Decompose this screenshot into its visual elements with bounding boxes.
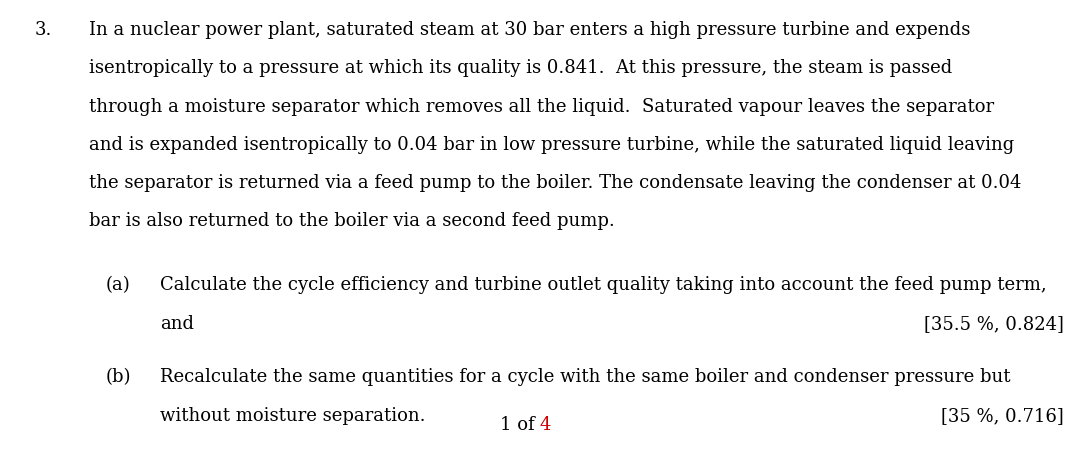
- Text: Recalculate the same quantities for a cycle with the same boiler and condenser p: Recalculate the same quantities for a cy…: [160, 368, 1011, 386]
- Text: 3.: 3.: [35, 21, 52, 39]
- Text: without moisture separation.: without moisture separation.: [160, 407, 426, 425]
- Text: and is expanded isentropically to 0.04 bar in low pressure turbine, while the sa: and is expanded isentropically to 0.04 b…: [89, 136, 1014, 154]
- Text: the separator is returned via a feed pump to the boiler. The condensate leaving : the separator is returned via a feed pum…: [89, 174, 1021, 192]
- Text: In a nuclear power plant, saturated steam at 30 bar enters a high pressure turbi: In a nuclear power plant, saturated stea…: [89, 21, 970, 39]
- Text: through a moisture separator which removes all the liquid.  Saturated vapour lea: through a moisture separator which remov…: [89, 98, 994, 116]
- Text: (b): (b): [106, 368, 132, 386]
- Text: Calculate the cycle efficiency and turbine outlet quality taking into account th: Calculate the cycle efficiency and turbi…: [160, 276, 1047, 295]
- Text: isentropically to a pressure at which its quality is 0.841.  At this pressure, t: isentropically to a pressure at which it…: [89, 59, 951, 78]
- Text: bar is also returned to the boiler via a second feed pump.: bar is also returned to the boiler via a…: [89, 212, 615, 231]
- Text: [35 %, 0.716]: [35 %, 0.716]: [941, 407, 1064, 425]
- Text: 4: 4: [540, 416, 552, 434]
- Text: and: and: [160, 315, 193, 333]
- Text: 1 of: 1 of: [500, 416, 540, 434]
- Text: [35.5 %, 0.824]: [35.5 %, 0.824]: [923, 315, 1064, 333]
- Text: (a): (a): [106, 276, 131, 295]
